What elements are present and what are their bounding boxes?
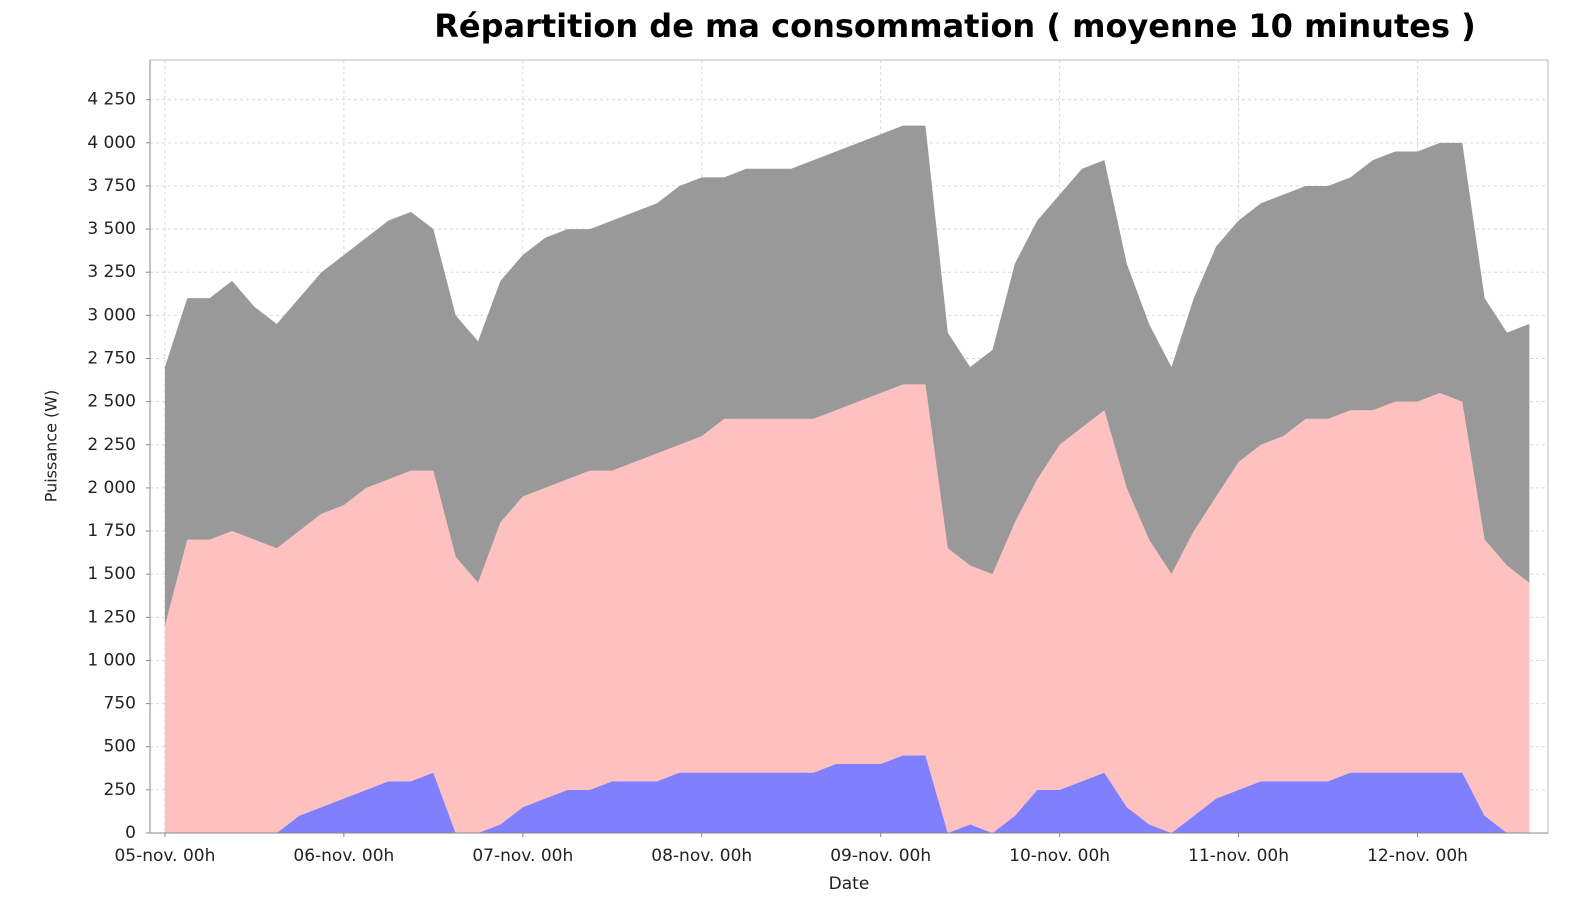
y-tick-label: 1 750 (87, 521, 136, 541)
x-tick-label: 06-nov. 00h (293, 846, 394, 866)
y-tick-label: 4 250 (87, 90, 136, 110)
y-tick-label: 3 250 (87, 262, 136, 282)
y-axis-label: Puissance (W) (42, 390, 61, 503)
y-tick-label: 3 000 (87, 305, 136, 325)
y-tick-label: 4 000 (87, 133, 136, 153)
x-tick-label: 11-nov. 00h (1188, 846, 1289, 866)
y-tick-label: 2 500 (87, 392, 136, 412)
area (164, 755, 1530, 833)
x-axis-label: Date (829, 874, 870, 894)
areas (164, 125, 1530, 833)
y-tick-label: 2 750 (87, 349, 136, 369)
title-background (340, 0, 1583, 59)
y-tick-label: 1 250 (87, 607, 136, 627)
x-tick-label: 12-nov. 00h (1367, 846, 1468, 866)
x-tick-label: 08-nov. 00h (651, 846, 752, 866)
y-tick-label: 2 000 (87, 478, 136, 498)
y-tick-label: 3 750 (87, 176, 136, 196)
chart-title: Répartition de ma consommation ( moyenne… (434, 7, 1476, 45)
x-tick-label: 09-nov. 00h (830, 846, 931, 866)
x-tick-label: 05-nov. 00h (114, 846, 215, 866)
x-tick-label: 07-nov. 00h (472, 846, 573, 866)
y-tick-label: 1 500 (87, 564, 136, 584)
axes: 0 250 500 750 1 000 1 250 1 500 1 750 2 000 2 250… (87, 60, 1548, 866)
area (164, 384, 1530, 833)
x-tick-label: 10-nov. 00h (1009, 846, 1110, 866)
y-tick-label: 0 (125, 823, 136, 843)
y-tick-label: 750 (104, 694, 136, 714)
y-tick-label: 2 250 (87, 435, 136, 455)
y-tick-label: 3 500 (87, 219, 136, 239)
y-tick-label: 1 000 (87, 650, 136, 670)
area (164, 125, 1530, 626)
y-tick-label: 250 (104, 780, 136, 800)
y-tick-label: 500 (104, 737, 136, 757)
